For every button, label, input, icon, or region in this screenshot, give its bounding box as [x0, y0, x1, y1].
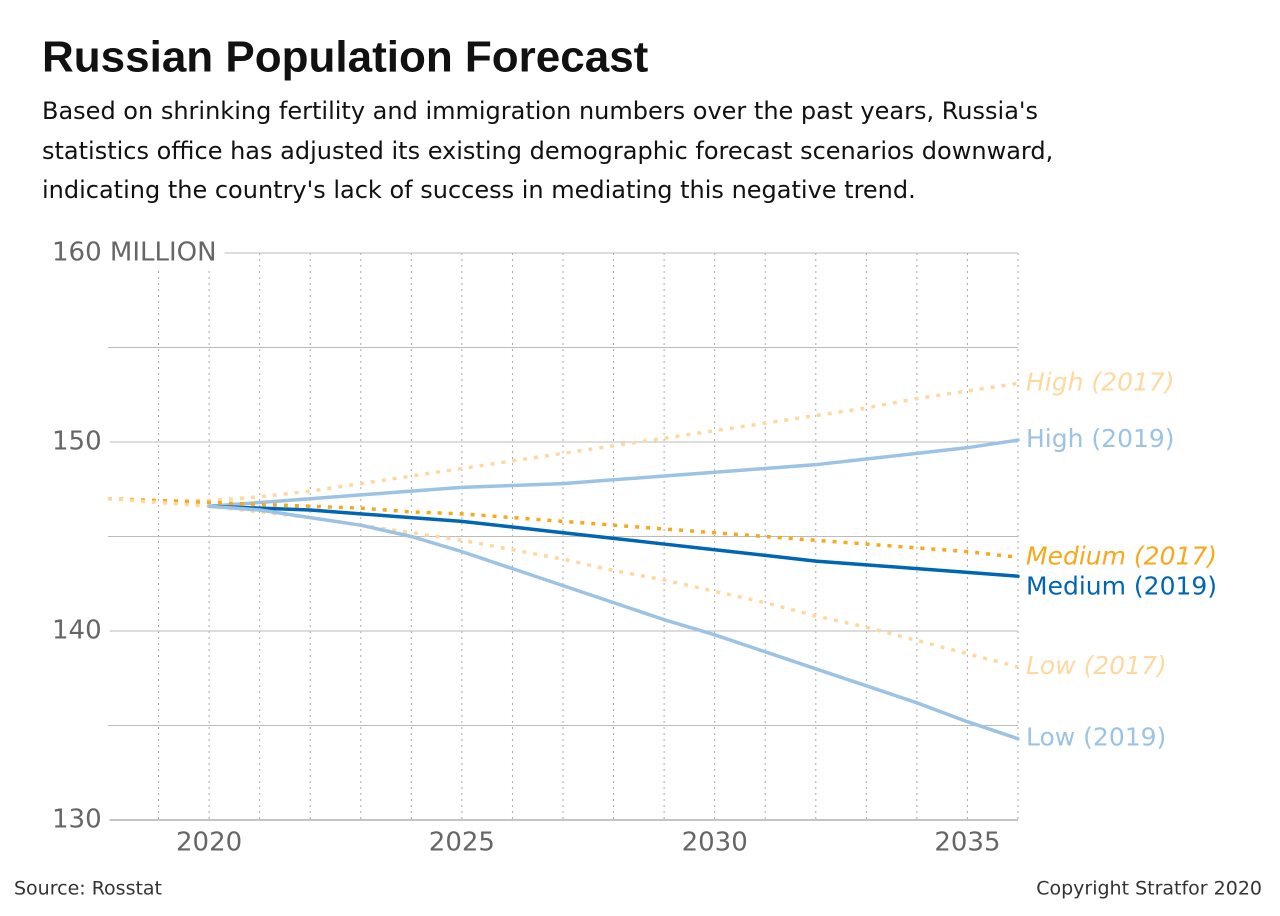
series-line	[207, 504, 1020, 741]
series-label: Medium (2017)	[1026, 541, 1217, 570]
series-line	[207, 438, 1020, 509]
x-tick-label: 2035	[934, 828, 1000, 858]
source: Source: Rosstat	[14, 878, 162, 900]
series-label: High (2019)	[1026, 424, 1175, 453]
tick-label-bg	[50, 426, 110, 457]
subtitle-line: Based on shrinking fertility and immigra…	[42, 97, 1038, 125]
y-tick-label: 150	[52, 427, 102, 457]
series-label: Low (2017)	[1026, 651, 1167, 680]
series-line	[207, 504, 1020, 578]
x-tick-label: 2020	[176, 828, 242, 858]
x-tick-label: 2030	[682, 828, 748, 858]
series-label: Medium (2019)	[1026, 571, 1217, 600]
y-tick-label: 140	[52, 616, 102, 646]
tick-label-bg	[50, 804, 110, 835]
tick-label-bg	[50, 237, 225, 268]
tick-label-bg	[50, 615, 110, 646]
series-label: Low (2019)	[1026, 723, 1166, 752]
y-tick-label: 160 MILLION	[52, 238, 217, 268]
series-line	[107, 496, 1019, 669]
subtitle-line: statistics office has adjusted its exist…	[42, 137, 1053, 165]
y-tick-label: 130	[52, 805, 102, 835]
chart-title: Russian Population Forecast	[42, 33, 649, 82]
copyright: Copyright Stratfor 2020	[1036, 878, 1262, 900]
x-tick-label: 2025	[429, 828, 495, 858]
series-line	[107, 496, 1019, 560]
series-label: High (2017)	[1026, 367, 1175, 396]
subtitle-line: indicating the country's lack of success…	[42, 176, 916, 204]
